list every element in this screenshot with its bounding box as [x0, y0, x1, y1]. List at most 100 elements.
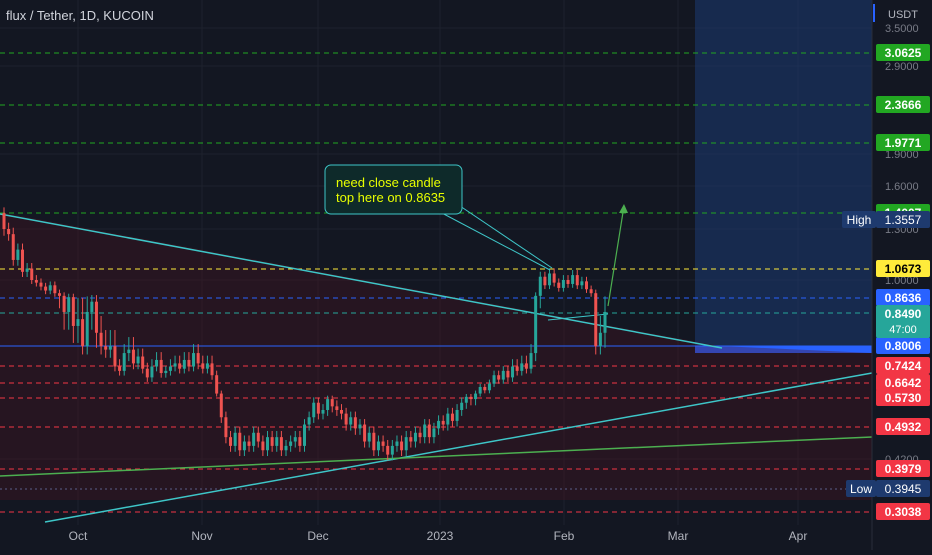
candle-body: [400, 441, 404, 451]
low-value: 0.3945: [885, 482, 922, 496]
candle-body: [81, 319, 85, 347]
support-trendline: [0, 436, 873, 477]
candle-body: [256, 432, 260, 442]
x-tick-label: Oct: [69, 529, 88, 543]
candle-body: [303, 424, 306, 446]
price-level-badge: [876, 357, 930, 374]
candle-body: [16, 249, 20, 260]
candle-body: [455, 409, 459, 421]
x-tick-label: Apr: [789, 529, 808, 543]
price-level-badge-text: 0.8006: [885, 339, 922, 353]
candle-body: [293, 437, 297, 442]
candle-body: [122, 353, 126, 371]
candle-body: [187, 359, 191, 367]
candle-body: [566, 280, 570, 284]
candle-body: [492, 375, 496, 384]
x-tick-label: Mar: [668, 529, 689, 543]
candle-body: [118, 366, 122, 371]
candle-body: [150, 366, 154, 378]
candle-body: [178, 363, 182, 369]
candle-body: [94, 301, 98, 333]
candle-body: [11, 234, 15, 260]
candle-body: [580, 281, 584, 286]
price-level-badge: [876, 337, 930, 354]
candle-body: [25, 268, 29, 272]
candle-body: [358, 424, 362, 429]
candle-body: [219, 393, 223, 418]
callout-pointer: [439, 211, 551, 271]
shaded-zones: [0, 0, 872, 500]
candle-body: [474, 393, 478, 400]
price-level-badge-text: 0.3979: [885, 462, 922, 476]
candle-body: [127, 349, 131, 354]
target-projection-box: [695, 0, 872, 353]
price-level-badge-text: 0.4932: [885, 420, 922, 434]
symbol-label: flux / Tether, 1D, KUCOIN: [6, 8, 154, 23]
projection-arrow: [607, 205, 625, 307]
candle-body: [335, 406, 339, 410]
x-tick-label: 2023: [427, 529, 454, 543]
candle-body: [196, 353, 200, 364]
low-value-badge: [876, 480, 930, 497]
price-level-badge-text: 1.9771: [885, 136, 922, 150]
candle-body: [363, 424, 367, 442]
red-risk-zone: [0, 212, 872, 500]
candle-body: [353, 417, 357, 429]
candle-body: [275, 437, 279, 446]
candle-body: [90, 301, 94, 312]
descending-trendline: [0, 213, 723, 349]
candle-body: [543, 276, 547, 286]
candle-body: [575, 275, 579, 286]
candle-body: [159, 359, 163, 374]
candle-body: [192, 353, 196, 367]
candle-body: [307, 417, 311, 425]
candle-body: [464, 396, 468, 403]
currency-label: USDT: [888, 9, 918, 21]
candle-body: [99, 332, 103, 347]
candle-body: [224, 417, 228, 438]
candle-body: [326, 399, 330, 410]
price-level-badge-text: 0.5730: [885, 391, 922, 405]
candle-body: [210, 363, 214, 376]
candle-body: [284, 445, 288, 451]
price-level-badge: [876, 44, 930, 61]
candle-body: [48, 285, 52, 291]
candle-body: [173, 363, 177, 367]
x-tick-label: Nov: [191, 529, 212, 543]
candle-body: [515, 366, 519, 371]
candle-body: [34, 280, 38, 283]
price-level-badge-text: 0.8636: [885, 291, 922, 305]
candle-body: [571, 275, 575, 284]
candle-body: [534, 295, 538, 354]
candle-body: [164, 370, 168, 374]
candle-body: [437, 420, 441, 429]
candle-body: [404, 437, 408, 451]
candle-body: [441, 420, 445, 425]
candle-body: [252, 432, 256, 446]
candle-body: [344, 413, 348, 425]
high-tag-label: High: [847, 213, 872, 227]
candle-body: [386, 445, 390, 455]
candle-body: [298, 437, 302, 446]
chart-title: flux / Tether, 1D, KUCOIN: [6, 8, 154, 23]
candle-body: [524, 363, 528, 369]
candle-body: [450, 413, 454, 421]
y-tick-label: 1.9000: [885, 149, 919, 161]
price-level-badge: [876, 374, 930, 391]
candle-body: [168, 366, 172, 371]
candle-body: [141, 356, 145, 369]
trendlines: [0, 204, 873, 523]
candle-body: [548, 273, 552, 286]
candle-body: [339, 409, 343, 414]
candle-body: [321, 409, 325, 414]
candle-body: [427, 424, 431, 438]
candle-body: [71, 297, 75, 326]
candle-body: [585, 281, 589, 290]
high-value-badge: [876, 211, 930, 228]
low-tag-label: Low: [850, 482, 872, 496]
candle-body: [76, 319, 80, 326]
candle-body: [131, 349, 135, 364]
y-tick-label: 1.0000: [885, 275, 919, 287]
